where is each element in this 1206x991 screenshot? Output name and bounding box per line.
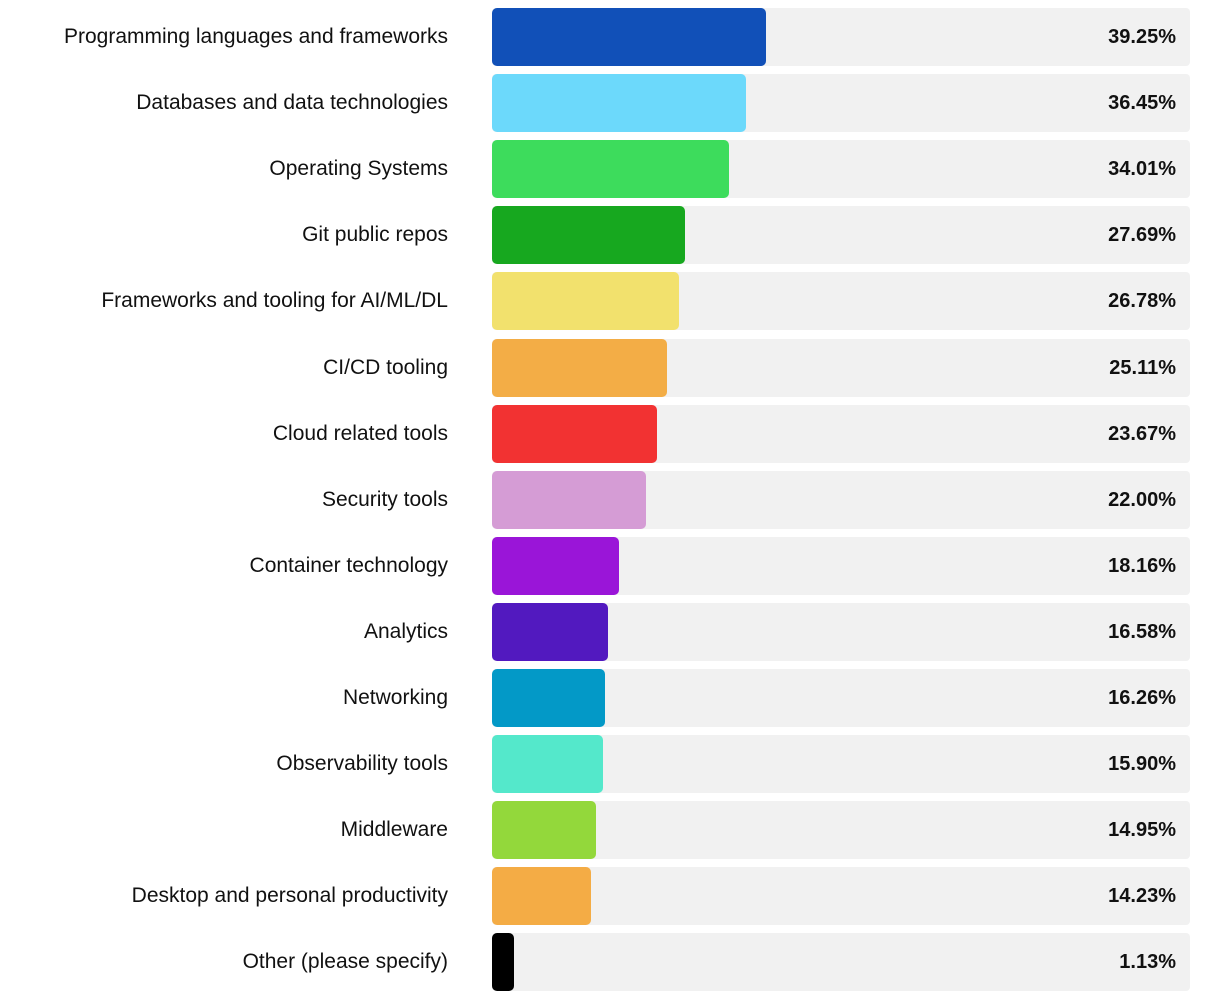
bar: [492, 8, 766, 66]
bar: [492, 801, 597, 860]
value-label: 27.69%: [1108, 224, 1176, 247]
category-label: Databases and data technologies: [136, 91, 448, 115]
value-label: 16.58%: [1108, 620, 1176, 643]
value-label: 22.00%: [1108, 488, 1176, 511]
bar: [492, 404, 658, 463]
bar: [492, 272, 679, 331]
category-label: Networking: [342, 686, 448, 709]
category-label: CI/CD tooling: [323, 355, 448, 379]
category-label: Operating Systems: [269, 157, 448, 181]
bar: [492, 735, 603, 794]
category-label: Analytics: [363, 619, 448, 643]
value-label: 18.16%: [1108, 554, 1176, 577]
bar: [492, 867, 592, 926]
category-label: Other (please specify): [242, 950, 448, 974]
bar: [492, 140, 730, 199]
value-label: 34.01%: [1108, 158, 1176, 181]
value-label: 26.78%: [1108, 290, 1176, 313]
category-label: Security tools: [321, 487, 448, 511]
value-label: 14.23%: [1108, 885, 1176, 908]
bar: [492, 74, 747, 133]
bar: [492, 536, 619, 595]
value-label: 25.11%: [1109, 356, 1176, 379]
category-label: Programming languages and frameworks: [63, 25, 448, 48]
bar-track: [492, 735, 1190, 794]
category-label: Observability tools: [276, 752, 448, 776]
bar: [492, 933, 514, 991]
bar-track: [492, 801, 1190, 860]
category-label: Middleware: [340, 818, 448, 842]
bar-track: [492, 669, 1190, 727]
value-label: 1.13%: [1119, 951, 1176, 974]
value-label: 14.95%: [1108, 819, 1176, 842]
category-label: Desktop and personal productivity: [131, 884, 448, 908]
value-label: 16.26%: [1108, 687, 1176, 709]
category-label: Frameworks and tooling for AI/ML/DL: [101, 289, 448, 313]
value-label: 39.25%: [1108, 26, 1176, 48]
bar: [492, 669, 606, 727]
bar: [492, 206, 686, 265]
value-label: 23.67%: [1108, 422, 1176, 445]
bar-track: [492, 867, 1190, 926]
bar: [492, 602, 608, 661]
value-label: 36.45%: [1108, 92, 1176, 115]
bar: [492, 338, 668, 397]
category-label: Git public repos: [302, 223, 448, 247]
bar-track: [492, 602, 1190, 661]
bar: [492, 470, 646, 529]
category-label: Cloud related tools: [272, 421, 448, 445]
category-label: Container technology: [249, 553, 448, 577]
value-label: 15.90%: [1108, 753, 1176, 776]
